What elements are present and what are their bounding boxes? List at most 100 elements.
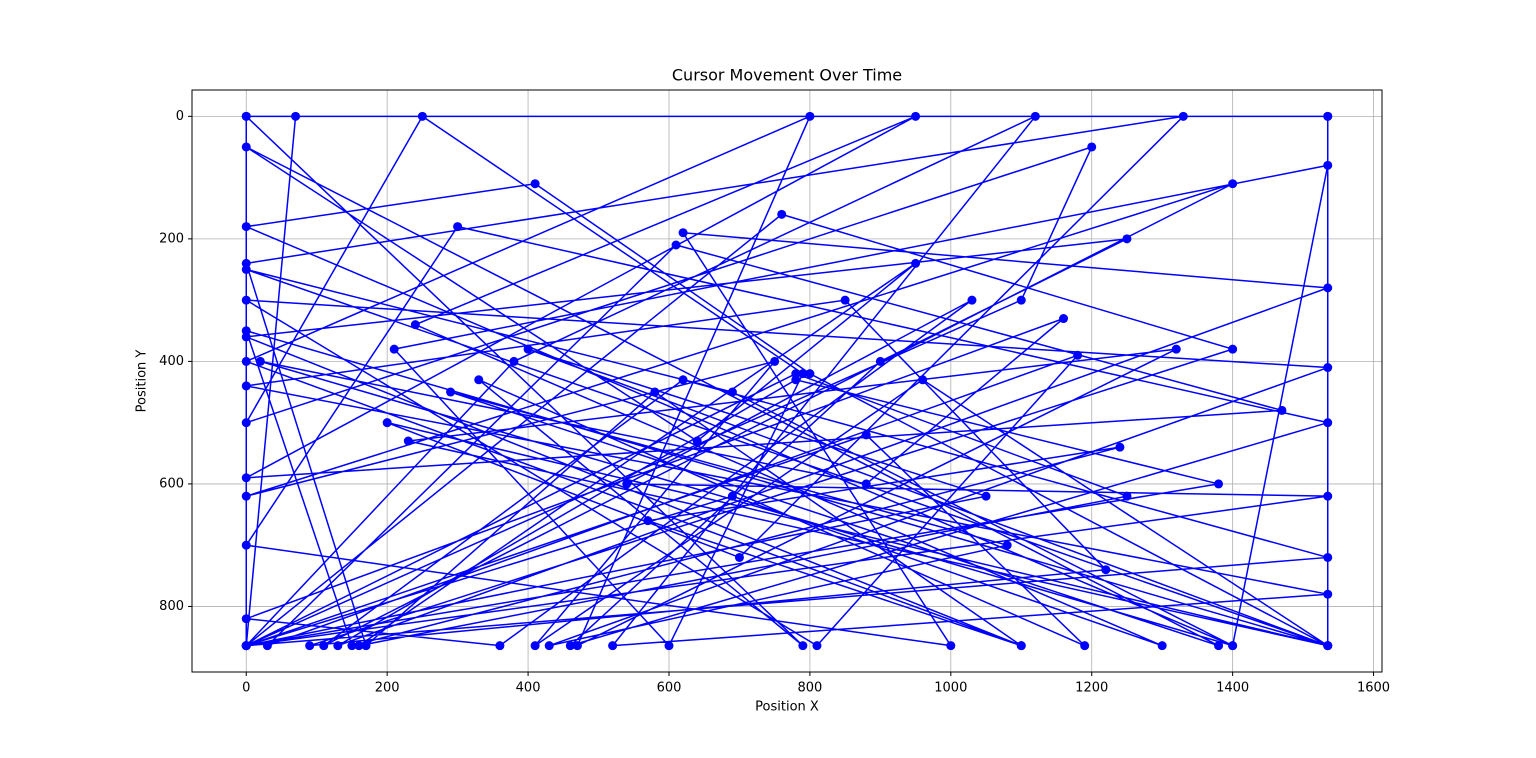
point	[474, 375, 484, 385]
point	[389, 344, 399, 354]
point	[333, 641, 343, 651]
point	[1016, 641, 1026, 651]
x-axis-label: Position X	[755, 700, 819, 715]
point	[1002, 540, 1012, 550]
point	[1122, 491, 1132, 501]
point	[840, 295, 850, 305]
point	[241, 614, 251, 624]
plot-frame	[191, 89, 1383, 673]
point	[643, 516, 653, 526]
point	[241, 491, 251, 501]
point	[798, 641, 808, 651]
x-tick-label: 400	[516, 681, 541, 696]
point	[509, 356, 519, 366]
y-axis-label: Position Y	[135, 350, 150, 413]
point	[241, 540, 251, 550]
chart-title: Cursor Movement Over Time	[672, 66, 902, 85]
point	[1178, 111, 1188, 121]
point	[692, 436, 702, 446]
point	[608, 641, 618, 651]
point	[291, 111, 301, 121]
point	[1228, 179, 1238, 189]
point	[446, 387, 456, 397]
point	[241, 418, 251, 428]
y-tick-label: 200	[159, 231, 184, 246]
point	[241, 641, 251, 651]
point	[1323, 111, 1333, 121]
x-tick-label: 1600	[1357, 681, 1390, 696]
point	[530, 179, 540, 189]
x-tick-label: 1000	[934, 681, 967, 696]
point	[1087, 142, 1097, 152]
point	[1323, 283, 1333, 293]
point	[523, 344, 533, 354]
point	[1030, 111, 1040, 121]
point	[1080, 641, 1090, 651]
point	[678, 375, 688, 385]
x-tick-label: 600	[657, 681, 682, 696]
point	[495, 641, 505, 651]
point	[382, 418, 392, 428]
point	[255, 356, 265, 366]
point	[791, 369, 801, 379]
point	[361, 641, 371, 651]
point	[1323, 363, 1333, 373]
point	[946, 641, 956, 651]
point	[241, 142, 251, 152]
x-tick-label: 0	[242, 681, 250, 696]
point	[861, 430, 871, 440]
x-tick-label: 200	[375, 681, 400, 696]
point	[241, 356, 251, 366]
point	[1016, 295, 1026, 305]
y-tick-label: 0	[176, 109, 184, 124]
point	[319, 641, 329, 651]
point	[967, 295, 977, 305]
point	[1122, 234, 1132, 244]
point	[241, 326, 251, 336]
point	[565, 641, 575, 651]
point	[572, 641, 582, 651]
point	[241, 111, 251, 121]
point	[1157, 641, 1167, 651]
point	[777, 209, 787, 219]
point	[1228, 641, 1238, 651]
point	[622, 479, 632, 489]
point	[805, 111, 815, 121]
point	[1214, 641, 1224, 651]
point	[453, 222, 463, 232]
point	[1059, 314, 1069, 324]
point	[1277, 405, 1287, 415]
point	[403, 436, 413, 446]
point	[727, 387, 737, 397]
point	[544, 641, 554, 651]
point	[805, 369, 815, 379]
point	[305, 641, 315, 651]
y-tick-label: 800	[159, 599, 184, 614]
point	[678, 228, 688, 238]
point	[1323, 589, 1333, 599]
point	[1323, 491, 1333, 501]
point	[530, 641, 540, 651]
point	[241, 473, 251, 483]
point	[911, 258, 921, 268]
point	[417, 111, 427, 121]
point	[671, 240, 681, 250]
x-tick-label: 1400	[1216, 681, 1249, 696]
point	[354, 641, 364, 651]
point	[241, 222, 251, 232]
point	[911, 111, 921, 121]
point	[727, 491, 737, 501]
x-tick-label: 800	[797, 681, 822, 696]
point	[1323, 552, 1333, 562]
point	[1228, 344, 1238, 354]
point	[410, 320, 420, 330]
point	[918, 375, 928, 385]
point	[1073, 350, 1083, 360]
point	[770, 356, 780, 366]
point	[1323, 160, 1333, 170]
point	[1323, 418, 1333, 428]
point	[812, 641, 822, 651]
point	[241, 381, 251, 391]
y-tick-label: 400	[159, 354, 184, 369]
point	[1115, 442, 1125, 452]
